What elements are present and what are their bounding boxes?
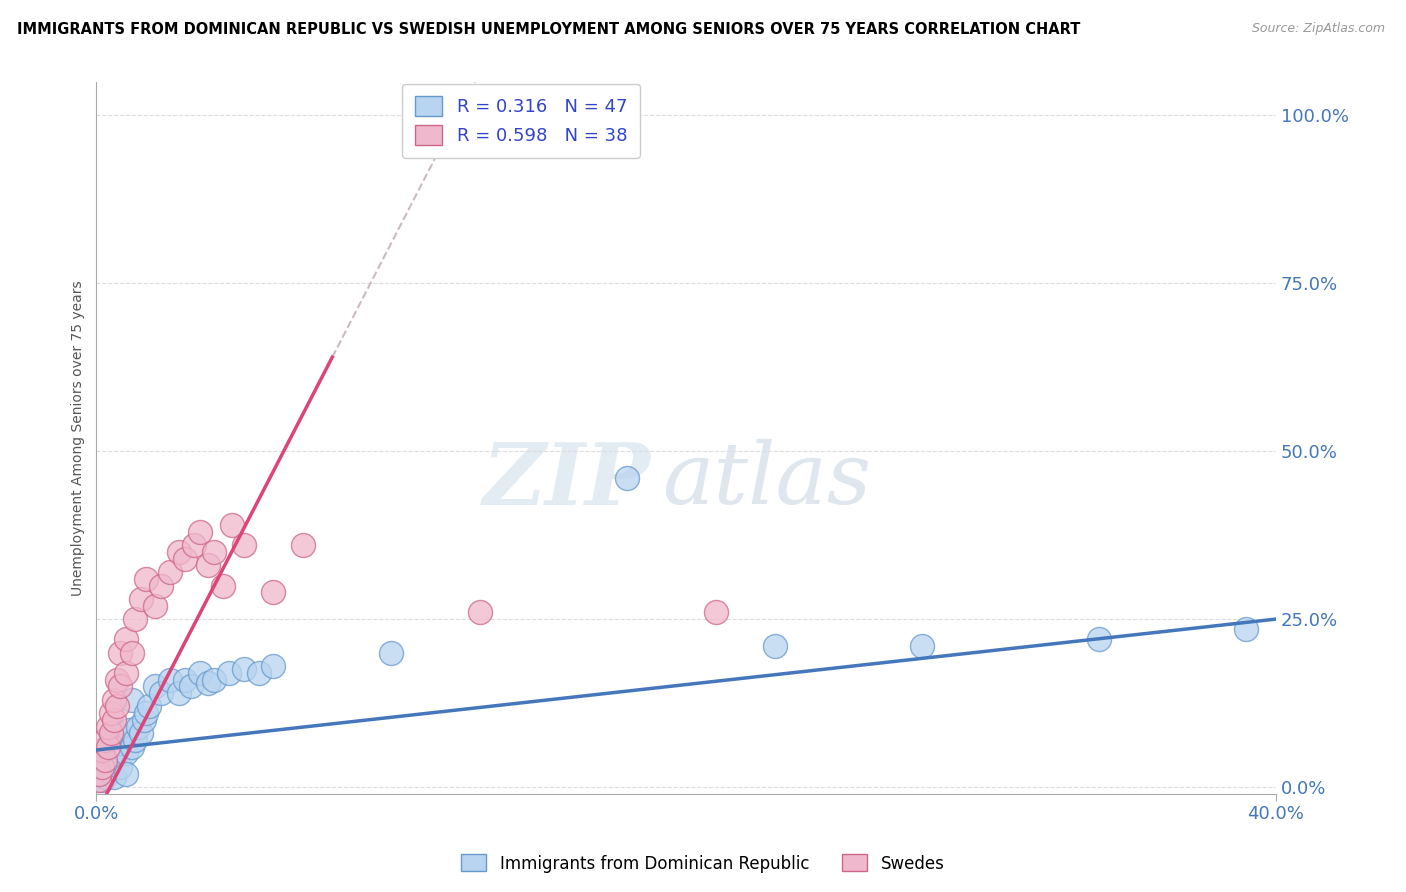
Point	[105, 726, 128, 740]
Point	[1088, 632, 1111, 647]
Text: IMMIGRANTS FROM DOMINICAN REPUBLIC VS SWEDISH UNEMPLOYMENT AMONG SENIORS OVER 75: IMMIGRANTS FROM DOMINICAN REPUBLIC VS SW…	[17, 22, 1080, 37]
Legend: Immigrants from Dominican Republic, Swedes: Immigrants from Dominican Republic, Swed…	[454, 847, 952, 880]
Point	[97, 763, 120, 777]
Text: ZIP: ZIP	[482, 439, 651, 522]
Text: atlas: atlas	[662, 439, 872, 522]
Point	[143, 599, 166, 613]
Point	[197, 558, 219, 573]
Point	[262, 585, 284, 599]
Point	[247, 665, 270, 680]
Point	[100, 733, 122, 747]
Point	[118, 723, 141, 737]
Point	[108, 679, 131, 693]
Point	[89, 773, 111, 788]
Point	[616, 471, 638, 485]
Point	[91, 760, 114, 774]
Legend: R = 0.316   N = 47, R = 0.598   N = 38: R = 0.316 N = 47, R = 0.598 N = 38	[402, 84, 640, 158]
Point	[91, 743, 114, 757]
Point	[202, 545, 225, 559]
Text: Source: ZipAtlas.com: Source: ZipAtlas.com	[1251, 22, 1385, 36]
Point	[202, 673, 225, 687]
Point	[121, 692, 143, 706]
Point	[115, 665, 138, 680]
Point	[291, 538, 314, 552]
Point	[183, 538, 205, 552]
Point	[100, 706, 122, 720]
Point	[135, 706, 157, 720]
Point	[380, 646, 402, 660]
Point	[232, 663, 254, 677]
Point	[180, 679, 202, 693]
Point	[197, 676, 219, 690]
Point	[100, 756, 122, 771]
Y-axis label: Unemployment Among Seniors over 75 years: Unemployment Among Seniors over 75 years	[72, 280, 86, 596]
Point	[262, 659, 284, 673]
Point	[111, 730, 134, 744]
Point	[124, 612, 146, 626]
Point	[124, 733, 146, 747]
Point	[94, 733, 117, 747]
Point	[97, 739, 120, 754]
Point	[89, 766, 111, 780]
Point	[89, 766, 111, 780]
Point	[91, 753, 114, 767]
Point	[150, 686, 173, 700]
Point	[188, 524, 211, 539]
Point	[103, 692, 125, 706]
Point	[103, 713, 125, 727]
Point	[911, 639, 934, 653]
Point	[221, 518, 243, 533]
Point	[100, 726, 122, 740]
Point	[103, 749, 125, 764]
Point	[232, 538, 254, 552]
Point	[704, 606, 727, 620]
Point	[218, 665, 240, 680]
Point	[94, 747, 117, 761]
Point	[89, 760, 111, 774]
Point	[127, 719, 149, 733]
Point	[91, 773, 114, 788]
Point	[212, 578, 235, 592]
Point	[97, 719, 120, 733]
Point	[468, 606, 491, 620]
Point	[105, 743, 128, 757]
Point	[129, 591, 152, 606]
Point	[138, 699, 160, 714]
Point	[115, 747, 138, 761]
Point	[108, 646, 131, 660]
Point	[97, 739, 120, 754]
Point	[143, 679, 166, 693]
Point	[108, 736, 131, 750]
Point	[173, 551, 195, 566]
Point	[173, 673, 195, 687]
Point	[150, 578, 173, 592]
Point	[159, 565, 181, 579]
Point	[135, 572, 157, 586]
Point	[167, 545, 190, 559]
Point	[132, 713, 155, 727]
Point	[121, 739, 143, 754]
Point	[188, 665, 211, 680]
Point	[115, 766, 138, 780]
Point	[108, 760, 131, 774]
Point	[94, 770, 117, 784]
Point	[105, 673, 128, 687]
Point	[159, 673, 181, 687]
Point	[763, 639, 786, 653]
Point	[115, 632, 138, 647]
Point	[121, 646, 143, 660]
Point	[105, 699, 128, 714]
Point	[103, 770, 125, 784]
Point	[167, 686, 190, 700]
Point	[1236, 622, 1258, 636]
Point	[94, 753, 117, 767]
Point	[129, 726, 152, 740]
